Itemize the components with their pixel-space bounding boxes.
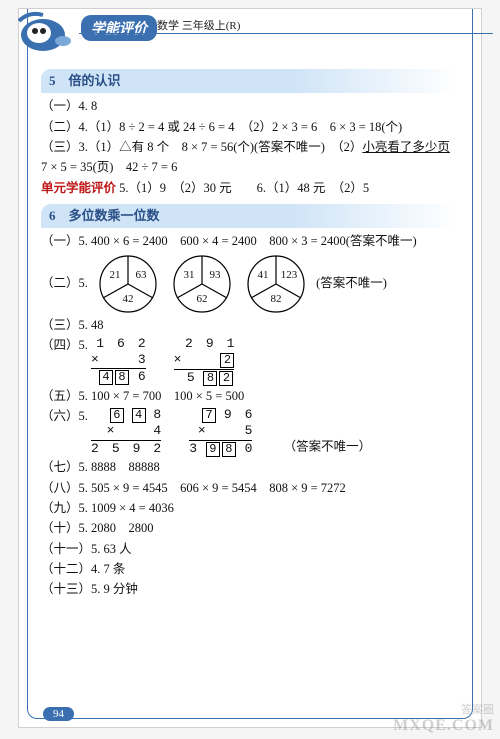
s6-p2: （二）5. 2163423193624112382 (答案不唯一) <box>41 253 459 315</box>
s6-p2-label: （二）5. <box>41 275 88 289</box>
s6-p6: （六）5. 6 4 8× 42 5 9 2 7 9 6× 53 98 0 （答案不… <box>41 407 459 457</box>
content: 5 倍的认识 （一）4. 8 （二）4.（1）8 ÷ 2 = 4 或 24 ÷ … <box>41 63 459 601</box>
s6-p3: （三）5. 48 <box>41 316 459 335</box>
s6-p11: （十一）5. 63 人 <box>41 540 459 559</box>
s5-line1: （一）4. 8 <box>41 97 459 116</box>
vertical-multiplication: 1 6 2× 348 6 <box>91 336 146 385</box>
s6-p13: （十三）5. 9 分钟 <box>41 580 459 599</box>
s5-line3a: （三）3.（1）△有 8 个 8 × 7 = 56(个)(答案不唯一) （2） <box>41 140 362 154</box>
s6-p6-label: （六）5. <box>41 407 88 426</box>
brand-title: 学能评价 <box>81 15 157 41</box>
watermark-small: 答案圈 <box>461 701 494 717</box>
watermark-main: MXQE.COM <box>393 717 494 735</box>
header-rule <box>79 33 493 34</box>
s5-unit-label: 单元学能评价 <box>41 181 116 195</box>
s6-p1: （一）5. 400 × 6 = 2400 600 × 4 = 2400 800 … <box>41 232 459 251</box>
s6-p4-label: （四）5. <box>41 336 88 355</box>
page: 学能评价 数学 三年级上(R) 5 倍的认识 （一）4. 8 （二）4.（1）8… <box>18 8 482 728</box>
s5-line2: （二）4.（1）8 ÷ 2 = 4 或 24 ÷ 6 = 4 （2）2 × 3 … <box>41 118 459 137</box>
s6-p5: （五）5. 100 × 7 = 700 100 × 5 = 500 <box>41 387 459 406</box>
circle-diagram: 4112382 <box>245 253 307 315</box>
vertical-multiplication: 2 9 1× 25 82 <box>174 336 235 386</box>
page-number: 94 <box>43 707 74 721</box>
s6-p4: （四）5. 1 6 2× 348 6 2 9 1× 25 82 <box>41 336 459 386</box>
s6-p8: （八）5. 505 × 9 = 4545 606 × 9 = 5454 808 … <box>41 479 459 498</box>
s5-unit-rest: 5.（1）9 （2）30 元 6.（1）48 元 （2）5 <box>116 181 369 195</box>
circle-diagram: 216342 <box>97 253 159 315</box>
subject-label: 数学 三年级上(R) <box>157 17 240 33</box>
s6-p7: （七）5. 8888 88888 <box>41 458 459 477</box>
mascot-icon <box>9 7 87 55</box>
section-6-header: 6 多位数乘一位数 <box>41 204 459 228</box>
s6-p6-note: （答案不唯一） <box>284 440 372 454</box>
vertical-multiplication: 7 9 6× 53 98 0 <box>189 407 252 457</box>
s5-line5: 单元学能评价 5.（1）9 （2）30 元 6.（1）48 元 （2）5 <box>41 179 459 198</box>
vertical-multiplication: 6 4 8× 42 5 9 2 <box>91 407 161 456</box>
s5-line4: 7 × 5 = 35(页) 42 ÷ 7 = 6 <box>41 158 459 177</box>
s5-line3: （三）3.（1）△有 8 个 8 × 7 = 56(个)(答案不唯一) （2）小… <box>41 138 459 157</box>
s6-p10: （十）5. 2080 2800 <box>41 519 459 538</box>
s6-p9: （九）5. 1009 × 4 = 4036 <box>41 499 459 518</box>
s5-line3-underline: 小亮看了多少页 <box>362 140 450 154</box>
header: 学能评价 数学 三年级上(R) <box>9 7 493 57</box>
section-5-header: 5 倍的认识 <box>41 69 459 93</box>
circle-diagram: 319362 <box>171 253 233 315</box>
s6-p2-note: (答案不唯一) <box>316 275 387 289</box>
s6-p12: （十二）4. 7 条 <box>41 560 459 579</box>
